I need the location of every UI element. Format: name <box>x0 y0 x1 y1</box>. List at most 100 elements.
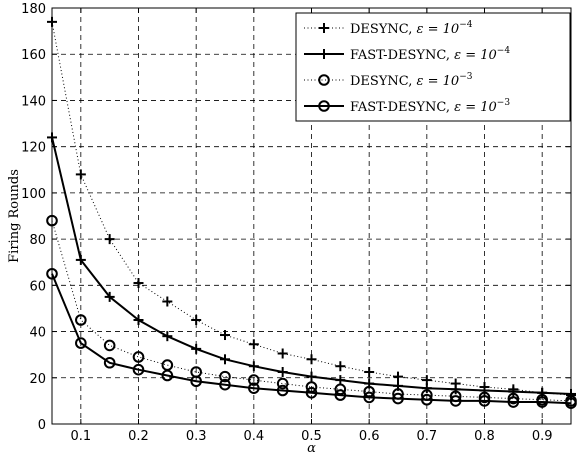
legend-entry-3: DESYNC, ε = 10−3 <box>350 72 473 89</box>
x-tick-label: 0.2 <box>128 429 149 444</box>
series-4-point <box>219 378 231 391</box>
x-tick-label: 0.9 <box>532 429 553 444</box>
y-tick-label: 180 <box>21 2 46 17</box>
legend-marker-3 <box>318 74 330 86</box>
series-1-point <box>248 339 259 350</box>
legend-entry-exponent: −4 <box>459 20 473 30</box>
series-2-point <box>191 343 202 354</box>
legend-entry-name: FAST-DESYNC, <box>350 100 454 115</box>
series-4-point <box>507 396 520 408</box>
series-2-point <box>306 371 317 382</box>
series-3-point <box>276 377 289 390</box>
series-2-point <box>162 331 173 342</box>
series-4-point <box>75 337 87 349</box>
legend-entry-exponent: −3 <box>459 72 473 82</box>
legend-entry-name: DESYNC, <box>350 22 417 37</box>
series-4-point <box>334 389 347 401</box>
legend-entry-name: FAST-DESYNC, <box>350 48 454 63</box>
series-4-point <box>305 387 318 399</box>
series-2-point <box>277 367 288 377</box>
legend-entry-epsilon: ε = 10 <box>454 100 497 115</box>
y-tick-label: 0 <box>38 418 46 433</box>
legend-entry-2: FAST-DESYNC, ε = 10−4 <box>350 46 510 63</box>
series-1-point <box>335 361 346 372</box>
series-4-point <box>536 396 548 408</box>
series-1-point <box>277 348 288 359</box>
series-2-point <box>479 385 490 396</box>
y-tick-label: 120 <box>21 141 46 156</box>
legend-marker-2 <box>319 49 329 59</box>
series-3-point <box>103 339 116 352</box>
series-1-point <box>220 330 230 341</box>
series-4-point <box>392 392 404 405</box>
legend-entry-epsilon: ε = 10 <box>417 74 460 89</box>
series-2-point <box>335 375 346 386</box>
y-tick-label: 160 <box>21 48 46 63</box>
x-axis-label: α <box>307 441 316 456</box>
series-2-point <box>104 291 115 302</box>
series-4-line <box>51 273 572 405</box>
series-3-point <box>75 314 87 326</box>
x-tick-label: 0.6 <box>359 429 380 444</box>
y-tick-label: 60 <box>29 279 46 294</box>
y-tick-label: 80 <box>29 233 46 248</box>
legend-entry-epsilon: ε = 10 <box>454 48 497 63</box>
series-3-point <box>507 392 520 405</box>
legend-entry-4: FAST-DESYNC, ε = 10−3 <box>350 98 510 115</box>
legend-entry-1: DESYNC, ε = 10−4 <box>350 20 473 37</box>
series-2-point <box>220 354 230 365</box>
series-2-point <box>537 387 548 398</box>
series-1-point <box>364 367 375 377</box>
series-2-point <box>508 386 519 397</box>
series-layer <box>46 16 577 410</box>
series-4-point <box>421 393 433 406</box>
y-tick-label: 100 <box>21 187 46 202</box>
series-4-point <box>276 384 289 397</box>
y-axis-label: Firing Rounds <box>7 169 22 263</box>
y-tick-label: 140 <box>21 94 46 109</box>
series-1-point <box>162 296 173 307</box>
series-4-point <box>248 382 260 394</box>
series-2-point <box>421 383 432 394</box>
series-1-point <box>393 371 403 382</box>
series-3-point <box>219 370 231 383</box>
series-2-point <box>450 384 461 395</box>
series-4-point <box>449 395 462 407</box>
x-tick-label: 0.5 <box>301 429 322 444</box>
x-tick-label: 0.3 <box>186 429 207 444</box>
series-3-point <box>132 351 145 363</box>
series-4-point <box>132 363 145 376</box>
legend-entry-exponent: −4 <box>497 46 511 56</box>
series-4-point <box>190 375 202 388</box>
legend-box <box>295 12 571 122</box>
series-1-point <box>75 169 86 180</box>
ticks: 0.1 0.2 0.3 0.4 0.5 0.6 0.7 0.8 0.9 0 20 40 60 80 100 1… <box>21 2 571 444</box>
x-tick-label: 0.8 <box>474 429 495 444</box>
series-1-point <box>306 354 317 365</box>
series-2 <box>47 132 576 399</box>
series-1-point <box>104 234 115 245</box>
series-1-point <box>191 315 202 325</box>
legend-marker-4 <box>318 100 330 112</box>
series-4-point <box>161 369 174 382</box>
series-3-point <box>478 391 491 404</box>
legend-entry-epsilon: ε = 10 <box>417 22 460 37</box>
legend-entry-exponent: −3 <box>497 98 511 108</box>
series-2-point <box>75 254 86 265</box>
y-tick-label: 20 <box>29 372 46 387</box>
x-tick-label: 0.7 <box>416 429 437 444</box>
y-tick-label: 40 <box>29 326 46 341</box>
legend-entry-name: DESYNC, <box>350 74 417 89</box>
series-2-point <box>133 315 144 325</box>
series-4-point <box>103 356 116 369</box>
series-3-line <box>51 220 572 402</box>
series-2-point <box>248 361 259 372</box>
series-3-point <box>248 374 260 386</box>
series-4-point <box>363 391 375 404</box>
series-1-point <box>133 278 144 289</box>
legend-marker-1 <box>319 23 329 33</box>
series-4-point <box>478 395 491 407</box>
x-tick-label: 0.1 <box>70 429 91 444</box>
